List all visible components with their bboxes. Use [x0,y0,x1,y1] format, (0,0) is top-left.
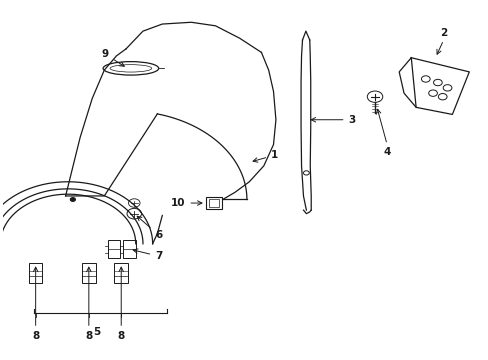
Bar [114,263,128,283]
Text: 5: 5 [93,327,101,337]
Bar [206,197,222,209]
Text: 6: 6 [137,216,162,240]
Text: 9: 9 [102,49,124,66]
Text: 10: 10 [171,198,202,208]
Text: 7: 7 [133,249,162,261]
Text: 8: 8 [117,331,124,341]
Bar [82,263,95,283]
Text: 8: 8 [85,331,92,341]
Text: 4: 4 [383,147,390,157]
Text: 2: 2 [439,28,447,38]
Text: 1: 1 [253,150,278,162]
Bar [123,240,136,258]
Bar [29,263,42,283]
Bar [209,199,219,207]
Circle shape [70,198,75,201]
Bar [107,240,120,258]
Text: 3: 3 [310,115,355,125]
Text: 8: 8 [32,331,39,341]
